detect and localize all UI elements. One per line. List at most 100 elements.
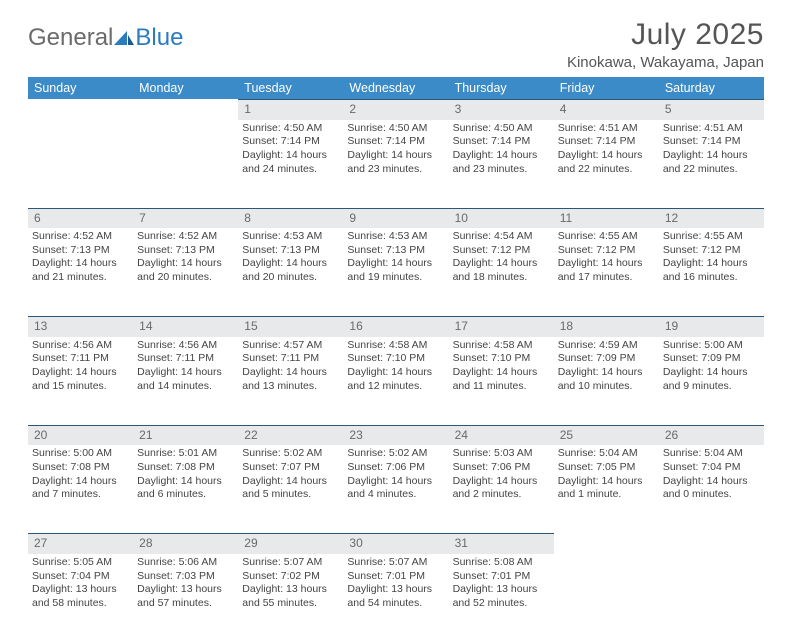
- daylight-text: Daylight: 14 hours and 12 minutes.: [347, 366, 444, 393]
- day-number: [554, 533, 659, 537]
- daylight-text: Daylight: 13 hours and 54 minutes.: [347, 583, 444, 610]
- sunrise-text: Sunrise: 4:55 AM: [663, 230, 760, 244]
- daylight-text: Daylight: 14 hours and 22 minutes.: [663, 149, 760, 176]
- daylight-text: Daylight: 14 hours and 10 minutes.: [558, 366, 655, 393]
- day-cell: Sunrise: 5:07 AMSunset: 7:02 PMDaylight:…: [238, 554, 343, 642]
- day-content: Sunrise: 4:50 AMSunset: 7:14 PMDaylight:…: [347, 120, 444, 177]
- sail-icon: [113, 29, 135, 47]
- sunset-text: Sunset: 7:10 PM: [453, 352, 550, 366]
- day-content: Sunrise: 5:07 AMSunset: 7:01 PMDaylight:…: [347, 554, 444, 611]
- day-number: 18: [554, 316, 659, 337]
- daynum-cell: 27: [28, 533, 133, 554]
- sunrise-text: Sunrise: 4:50 AM: [242, 122, 339, 136]
- sunset-text: Sunset: 7:01 PM: [453, 570, 550, 584]
- sunrise-text: Sunrise: 4:57 AM: [242, 339, 339, 353]
- day-cell: Sunrise: 4:56 AMSunset: 7:11 PMDaylight:…: [133, 337, 238, 425]
- daynum-cell: 10: [449, 208, 554, 229]
- daylight-text: Daylight: 14 hours and 4 minutes.: [347, 475, 444, 502]
- weekday-header: Monday: [133, 77, 238, 99]
- week-row: Sunrise: 5:05 AMSunset: 7:04 PMDaylight:…: [28, 554, 764, 642]
- daylight-text: Daylight: 14 hours and 7 minutes.: [32, 475, 129, 502]
- daynum-cell: 12: [659, 208, 764, 229]
- daynum-row: 2728293031: [28, 533, 764, 554]
- day-content: Sunrise: 4:59 AMSunset: 7:09 PMDaylight:…: [558, 337, 655, 394]
- sunset-text: Sunset: 7:09 PM: [558, 352, 655, 366]
- day-number: 6: [28, 208, 133, 229]
- day-number: 5: [659, 99, 764, 120]
- day-number: 28: [133, 533, 238, 554]
- day-content: Sunrise: 4:55 AMSunset: 7:12 PMDaylight:…: [663, 228, 760, 285]
- day-content: Sunrise: 4:53 AMSunset: 7:13 PMDaylight:…: [347, 228, 444, 285]
- day-content: Sunrise: 4:50 AMSunset: 7:14 PMDaylight:…: [242, 120, 339, 177]
- daynum-row: 20212223242526: [28, 425, 764, 446]
- daylight-text: Daylight: 14 hours and 23 minutes.: [347, 149, 444, 176]
- daylight-text: Daylight: 14 hours and 18 minutes.: [453, 257, 550, 284]
- day-number: 16: [343, 316, 448, 337]
- day-cell: Sunrise: 5:04 AMSunset: 7:05 PMDaylight:…: [554, 445, 659, 533]
- daynum-row: 12345: [28, 99, 764, 120]
- weekday-header: Thursday: [449, 77, 554, 99]
- sunset-text: Sunset: 7:11 PM: [242, 352, 339, 366]
- daynum-cell: 23: [343, 425, 448, 446]
- day-content: Sunrise: 5:00 AMSunset: 7:09 PMDaylight:…: [663, 337, 760, 394]
- sunrise-text: Sunrise: 4:59 AM: [558, 339, 655, 353]
- day-cell: Sunrise: 5:03 AMSunset: 7:06 PMDaylight:…: [449, 445, 554, 533]
- daylight-text: Daylight: 14 hours and 5 minutes.: [242, 475, 339, 502]
- day-cell: Sunrise: 4:50 AMSunset: 7:14 PMDaylight:…: [449, 120, 554, 208]
- day-content: Sunrise: 4:51 AMSunset: 7:14 PMDaylight:…: [558, 120, 655, 177]
- daynum-cell: 15: [238, 316, 343, 337]
- month-title: July 2025: [567, 18, 764, 52]
- day-cell: [28, 120, 133, 208]
- daylight-text: Daylight: 13 hours and 57 minutes.: [137, 583, 234, 610]
- day-number: 27: [28, 533, 133, 554]
- daynum-cell: 16: [343, 316, 448, 337]
- day-cell: Sunrise: 4:51 AMSunset: 7:14 PMDaylight:…: [554, 120, 659, 208]
- daylight-text: Daylight: 14 hours and 1 minute.: [558, 475, 655, 502]
- daynum-cell: 31: [449, 533, 554, 554]
- daylight-text: Daylight: 14 hours and 20 minutes.: [242, 257, 339, 284]
- day-cell: Sunrise: 5:07 AMSunset: 7:01 PMDaylight:…: [343, 554, 448, 642]
- sunset-text: Sunset: 7:11 PM: [32, 352, 129, 366]
- logo: General Blue: [28, 18, 183, 52]
- daynum-cell: 28: [133, 533, 238, 554]
- day-content: Sunrise: 4:57 AMSunset: 7:11 PMDaylight:…: [242, 337, 339, 394]
- day-content: Sunrise: 4:52 AMSunset: 7:13 PMDaylight:…: [32, 228, 129, 285]
- sunset-text: Sunset: 7:14 PM: [453, 135, 550, 149]
- day-number: 3: [449, 99, 554, 120]
- day-content: Sunrise: 4:52 AMSunset: 7:13 PMDaylight:…: [137, 228, 234, 285]
- day-cell: Sunrise: 4:52 AMSunset: 7:13 PMDaylight:…: [28, 228, 133, 316]
- day-cell: Sunrise: 4:50 AMSunset: 7:14 PMDaylight:…: [238, 120, 343, 208]
- sunset-text: Sunset: 7:10 PM: [347, 352, 444, 366]
- sunrise-text: Sunrise: 5:06 AM: [137, 556, 234, 570]
- daynum-cell: 4: [554, 99, 659, 120]
- day-cell: Sunrise: 5:02 AMSunset: 7:06 PMDaylight:…: [343, 445, 448, 533]
- week-row: Sunrise: 4:50 AM Sunset: 7:14 PM Daylight:…: [28, 120, 764, 208]
- day-cell: Sunrise: 5:04 AMSunset: 7:04 PMDaylight:…: [659, 445, 764, 533]
- daylight-text: Daylight: 14 hours and 2 minutes.: [453, 475, 550, 502]
- day-number: 1: [238, 99, 343, 120]
- sunrise-text: Sunrise: 4:51 AM: [663, 122, 760, 136]
- daynum-cell: 19: [659, 316, 764, 337]
- sunrise-text: Sunrise: 5:02 AM: [242, 447, 339, 461]
- daynum-cell: 9: [343, 208, 448, 229]
- sunrise-text: Sunrise: 4:51 AM: [558, 122, 655, 136]
- week-row: Sunrise: 4:56 AMSunset: 7:11 PMDaylight:…: [28, 337, 764, 425]
- day-content: Sunrise: 5:00 AMSunset: 7:08 PMDaylight:…: [32, 445, 129, 502]
- daynum-cell: 18: [554, 316, 659, 337]
- daylight-text: Daylight: 13 hours and 58 minutes.: [32, 583, 129, 610]
- day-cell: Sunrise: 5:02 AMSunset: 7:07 PMDaylight:…: [238, 445, 343, 533]
- day-content: Sunrise: 4:56 AMSunset: 7:11 PMDaylight:…: [32, 337, 129, 394]
- daynum-cell: 11: [554, 208, 659, 229]
- sunset-text: Sunset: 7:13 PM: [242, 244, 339, 258]
- daynum-cell: 21: [133, 425, 238, 446]
- logo-word2: Blue: [135, 24, 183, 52]
- sunrise-text: Sunrise: 4:52 AM: [32, 230, 129, 244]
- daylight-text: Daylight: 14 hours and 6 minutes.: [137, 475, 234, 502]
- day-number: 13: [28, 316, 133, 337]
- day-cell: Sunrise: 4:57 AMSunset: 7:11 PMDaylight:…: [238, 337, 343, 425]
- daylight-text: Daylight: 13 hours and 55 minutes.: [242, 583, 339, 610]
- sunrise-text: Sunrise: 4:56 AM: [32, 339, 129, 353]
- day-content: Sunrise: 5:07 AMSunset: 7:02 PMDaylight:…: [242, 554, 339, 611]
- day-number: 23: [343, 425, 448, 446]
- day-number: 20: [28, 425, 133, 446]
